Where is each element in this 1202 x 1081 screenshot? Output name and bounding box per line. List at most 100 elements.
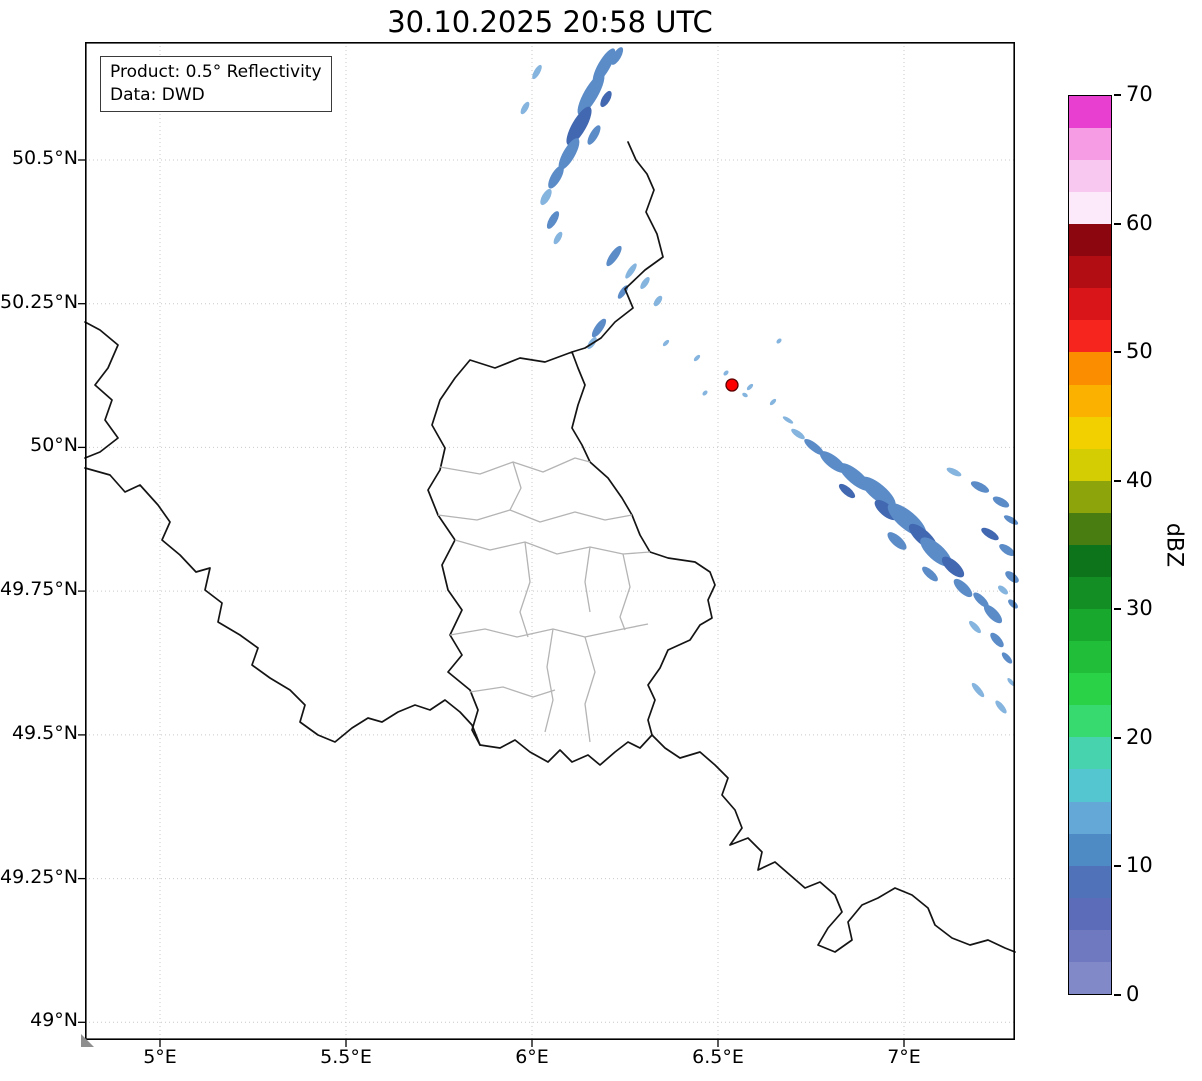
colorbar-segment <box>1069 961 1111 994</box>
radar-echo-cell <box>640 277 650 289</box>
radar-echo-cell <box>746 383 754 391</box>
radar-echo-cell <box>953 578 973 598</box>
colorbar-tick-mark <box>1114 994 1121 996</box>
colorbar-segment <box>1069 416 1111 449</box>
radar-echo-cell <box>969 620 981 634</box>
x-tick-label: 5.5°E <box>320 1046 372 1068</box>
colorbar-tick-label: 10 <box>1126 853 1153 878</box>
x-tick-label: 6°E <box>515 1046 549 1068</box>
y-tick-label: 49.75°N <box>0 578 79 601</box>
y-tick-label: 49.5°N <box>11 721 78 744</box>
colorbar-segment <box>1069 801 1111 834</box>
colorbar-segment <box>1069 320 1111 353</box>
colorbar-segment <box>1069 544 1111 577</box>
x-tick-label: 5°E <box>143 1046 177 1068</box>
colorbar-tick-mark <box>1114 736 1121 739</box>
radar-echo-cell <box>742 392 748 398</box>
border-france-belgium <box>84 467 481 746</box>
radar-echo-cell <box>1003 515 1019 525</box>
colorbar-segment <box>1069 352 1111 385</box>
radar-echo-cell <box>548 165 564 189</box>
x-tick-label: 7°E <box>887 1046 921 1068</box>
radar-echo-cell <box>1008 599 1018 609</box>
map-area: Product: 0.5° Reflectivity Data: DWD <box>78 42 1019 1047</box>
product-info-box: Product: 0.5° Reflectivity Data: DWD <box>100 56 332 112</box>
radar-echo-cell <box>1007 678 1015 686</box>
radar-echo-cell <box>838 483 856 499</box>
radar-echo-cell <box>946 467 962 477</box>
axis-tick-marks <box>78 159 905 1047</box>
radar-echo-cell <box>540 188 552 206</box>
radar-echo-cell <box>587 125 601 145</box>
colorbar-segment <box>1069 256 1111 289</box>
radar-echo-cell <box>776 338 782 344</box>
radar-echo-cell <box>1005 571 1019 583</box>
radar-echo-cell <box>941 556 965 578</box>
radar-echo-cell <box>998 585 1008 595</box>
radar-echo-cell <box>970 481 990 493</box>
radar-echo-cell <box>606 245 622 267</box>
colorbar-segment <box>1069 480 1111 513</box>
data-source-label: Data: DWD <box>110 84 205 105</box>
figure-title: 30.10.2025 20:58 UTC <box>387 5 713 39</box>
colorbar-tick-mark <box>1114 479 1121 482</box>
colorbar-tick-label: 50 <box>1126 339 1153 364</box>
border-france-belgium-west <box>84 321 119 459</box>
border-france-germany <box>651 734 1016 953</box>
colorbar-segment <box>1069 159 1111 193</box>
colorbar-tick-label: 0 <box>1126 982 1140 1006</box>
radar-echo-cell <box>791 428 805 440</box>
radar-echo-cell <box>983 604 1003 624</box>
radar-echo-cell <box>971 682 985 698</box>
y-tick-label: 50.5°N <box>11 147 78 169</box>
colorbar-segment <box>1069 192 1111 225</box>
colorbar-unit-text: dBZ <box>1161 522 1187 568</box>
colorbar <box>1068 95 1112 995</box>
radar-echo-cell <box>999 543 1015 557</box>
colorbar-tick-label: 30 <box>1126 596 1153 621</box>
colorbar-tick-label: 60 <box>1126 210 1153 235</box>
colorbar-segment <box>1069 897 1111 930</box>
radar-echo-cell <box>702 390 708 396</box>
radar-echo-cell <box>860 476 896 508</box>
radar-echo-cell <box>981 527 999 541</box>
radar-echo-cell <box>693 354 701 362</box>
radar-echo-cell <box>610 47 624 65</box>
y-tick-label: 50.25°N <box>0 290 79 313</box>
radar-echo-cell <box>546 211 560 229</box>
radar-echo-cell <box>662 339 670 347</box>
colorbar-segment <box>1069 865 1111 898</box>
colorbar-segment <box>1069 448 1111 481</box>
y-tick-label: 49.25°N <box>0 865 79 888</box>
map-frame <box>85 42 1016 1041</box>
graticule-gridlines <box>85 42 1015 1040</box>
colorbar-segment <box>1069 127 1111 160</box>
colorbar-segment <box>1069 641 1111 674</box>
border-luxembourg <box>427 351 716 766</box>
colorbar-segment <box>1069 929 1111 962</box>
colorbar-segment <box>1069 95 1111 128</box>
radar-echo-cell <box>804 438 824 456</box>
country-borders <box>84 141 1016 953</box>
radar-echo-cell <box>558 138 580 170</box>
radar-echo-cell <box>653 295 663 307</box>
radar-echo-cell <box>577 72 605 116</box>
colorbar-segment <box>1069 673 1111 706</box>
colorbar-segment <box>1069 576 1111 610</box>
colorbar-segment <box>1069 609 1111 642</box>
radar-echo-cell <box>566 106 592 146</box>
radar-echo-cell <box>887 532 907 550</box>
colorbar-segment <box>1069 769 1111 802</box>
colorbar-tick-mark <box>1114 608 1121 611</box>
colorbar-segment <box>1069 737 1111 770</box>
radar-echo-cell <box>992 496 1010 508</box>
radar-echo-cell <box>769 398 777 406</box>
x-tick-label: 6.5°E <box>692 1046 744 1068</box>
radar-site-marker <box>725 378 739 392</box>
radar-echo-cell <box>600 90 612 108</box>
radar-echo-cell <box>995 700 1007 714</box>
radar-echo-cell <box>591 318 607 338</box>
canton-borders <box>437 457 651 743</box>
radar-echo-cell <box>723 370 729 376</box>
